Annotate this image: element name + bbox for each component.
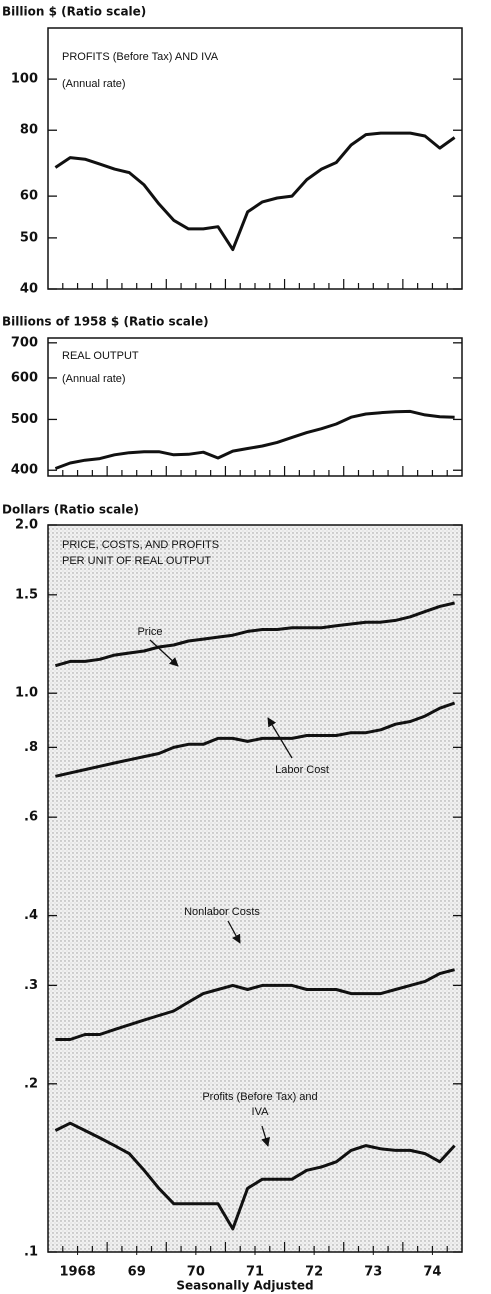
x-tick-label: 70 — [187, 1265, 205, 1280]
axis-label: Billions of 1958 $ (Ratio scale) — [2, 315, 209, 329]
x-tick-label: 72 — [305, 1265, 323, 1280]
y-tick-label: .6 — [24, 810, 38, 825]
axis-label: Dollars (Ratio scale) — [2, 503, 139, 517]
panel-subtitle: (Annual rate) — [62, 78, 126, 90]
y-tick-label: .8 — [24, 740, 38, 755]
line-label: Price — [137, 626, 162, 638]
y-tick-label: 700 — [11, 335, 38, 350]
plot-area — [47, 524, 463, 1253]
x-tick-label: 73 — [364, 1265, 382, 1280]
arrow — [227, 920, 241, 944]
y-tick-label: 50 — [20, 230, 38, 245]
y-tick-label: 2.0 — [15, 518, 38, 533]
data-line — [55, 968, 455, 1041]
annotation-arrows — [149, 639, 293, 1147]
panel-subtitle: (Annual rate) — [62, 373, 126, 385]
y-tick-label: 500 — [11, 412, 38, 427]
panel-subtitle: PER UNIT OF REAL OUTPUT — [62, 555, 211, 567]
footnote: Seasonally Adjusted — [176, 1279, 313, 1293]
line-label-text: Profits (Before Tax) and IVA — [202, 1091, 318, 1118]
y-tick-label: 1.0 — [15, 686, 38, 701]
data-line — [54, 409, 455, 470]
arrow — [267, 717, 293, 759]
y-tick-label: 1.5 — [15, 587, 38, 602]
line-label: Nonlabor Costs — [184, 906, 260, 918]
data-line — [54, 601, 455, 668]
x-tick-label: 69 — [128, 1265, 146, 1280]
line-label: Profits (Before Tax) and IVA — [202, 1091, 318, 1118]
y-tick-label: .2 — [24, 1076, 38, 1091]
y-tick-label: 600 — [11, 370, 38, 385]
panel-title: REAL OUTPUT — [62, 350, 139, 362]
y-tick-label: 40 — [20, 282, 38, 297]
y-tick-label: .4 — [24, 908, 38, 923]
plot-area — [47, 27, 463, 290]
x-tick-label: 1968 — [59, 1265, 95, 1280]
data-line — [54, 131, 456, 252]
x-tick-label: 71 — [246, 1265, 264, 1280]
x-tick-label: 74 — [423, 1265, 441, 1280]
line-label: Labor Cost — [275, 764, 329, 776]
arrow — [261, 1125, 271, 1147]
y-tick-label: 80 — [20, 123, 38, 138]
y-tick-label: .3 — [24, 978, 38, 993]
y-tick-label: .1 — [24, 1245, 38, 1260]
panel-title: PROFITS (Before Tax) AND IVA — [62, 51, 219, 63]
y-tick-label: 400 — [11, 463, 38, 478]
data-line — [55, 701, 456, 778]
arrow — [149, 639, 179, 667]
data-line — [54, 1121, 456, 1231]
y-tick-label: 100 — [11, 72, 38, 87]
axis-label: Billion $ (Ratio scale) — [2, 5, 146, 19]
y-tick-label: 60 — [20, 189, 38, 204]
panel-title: PRICE, COSTS, AND PROFITS — [62, 539, 219, 551]
